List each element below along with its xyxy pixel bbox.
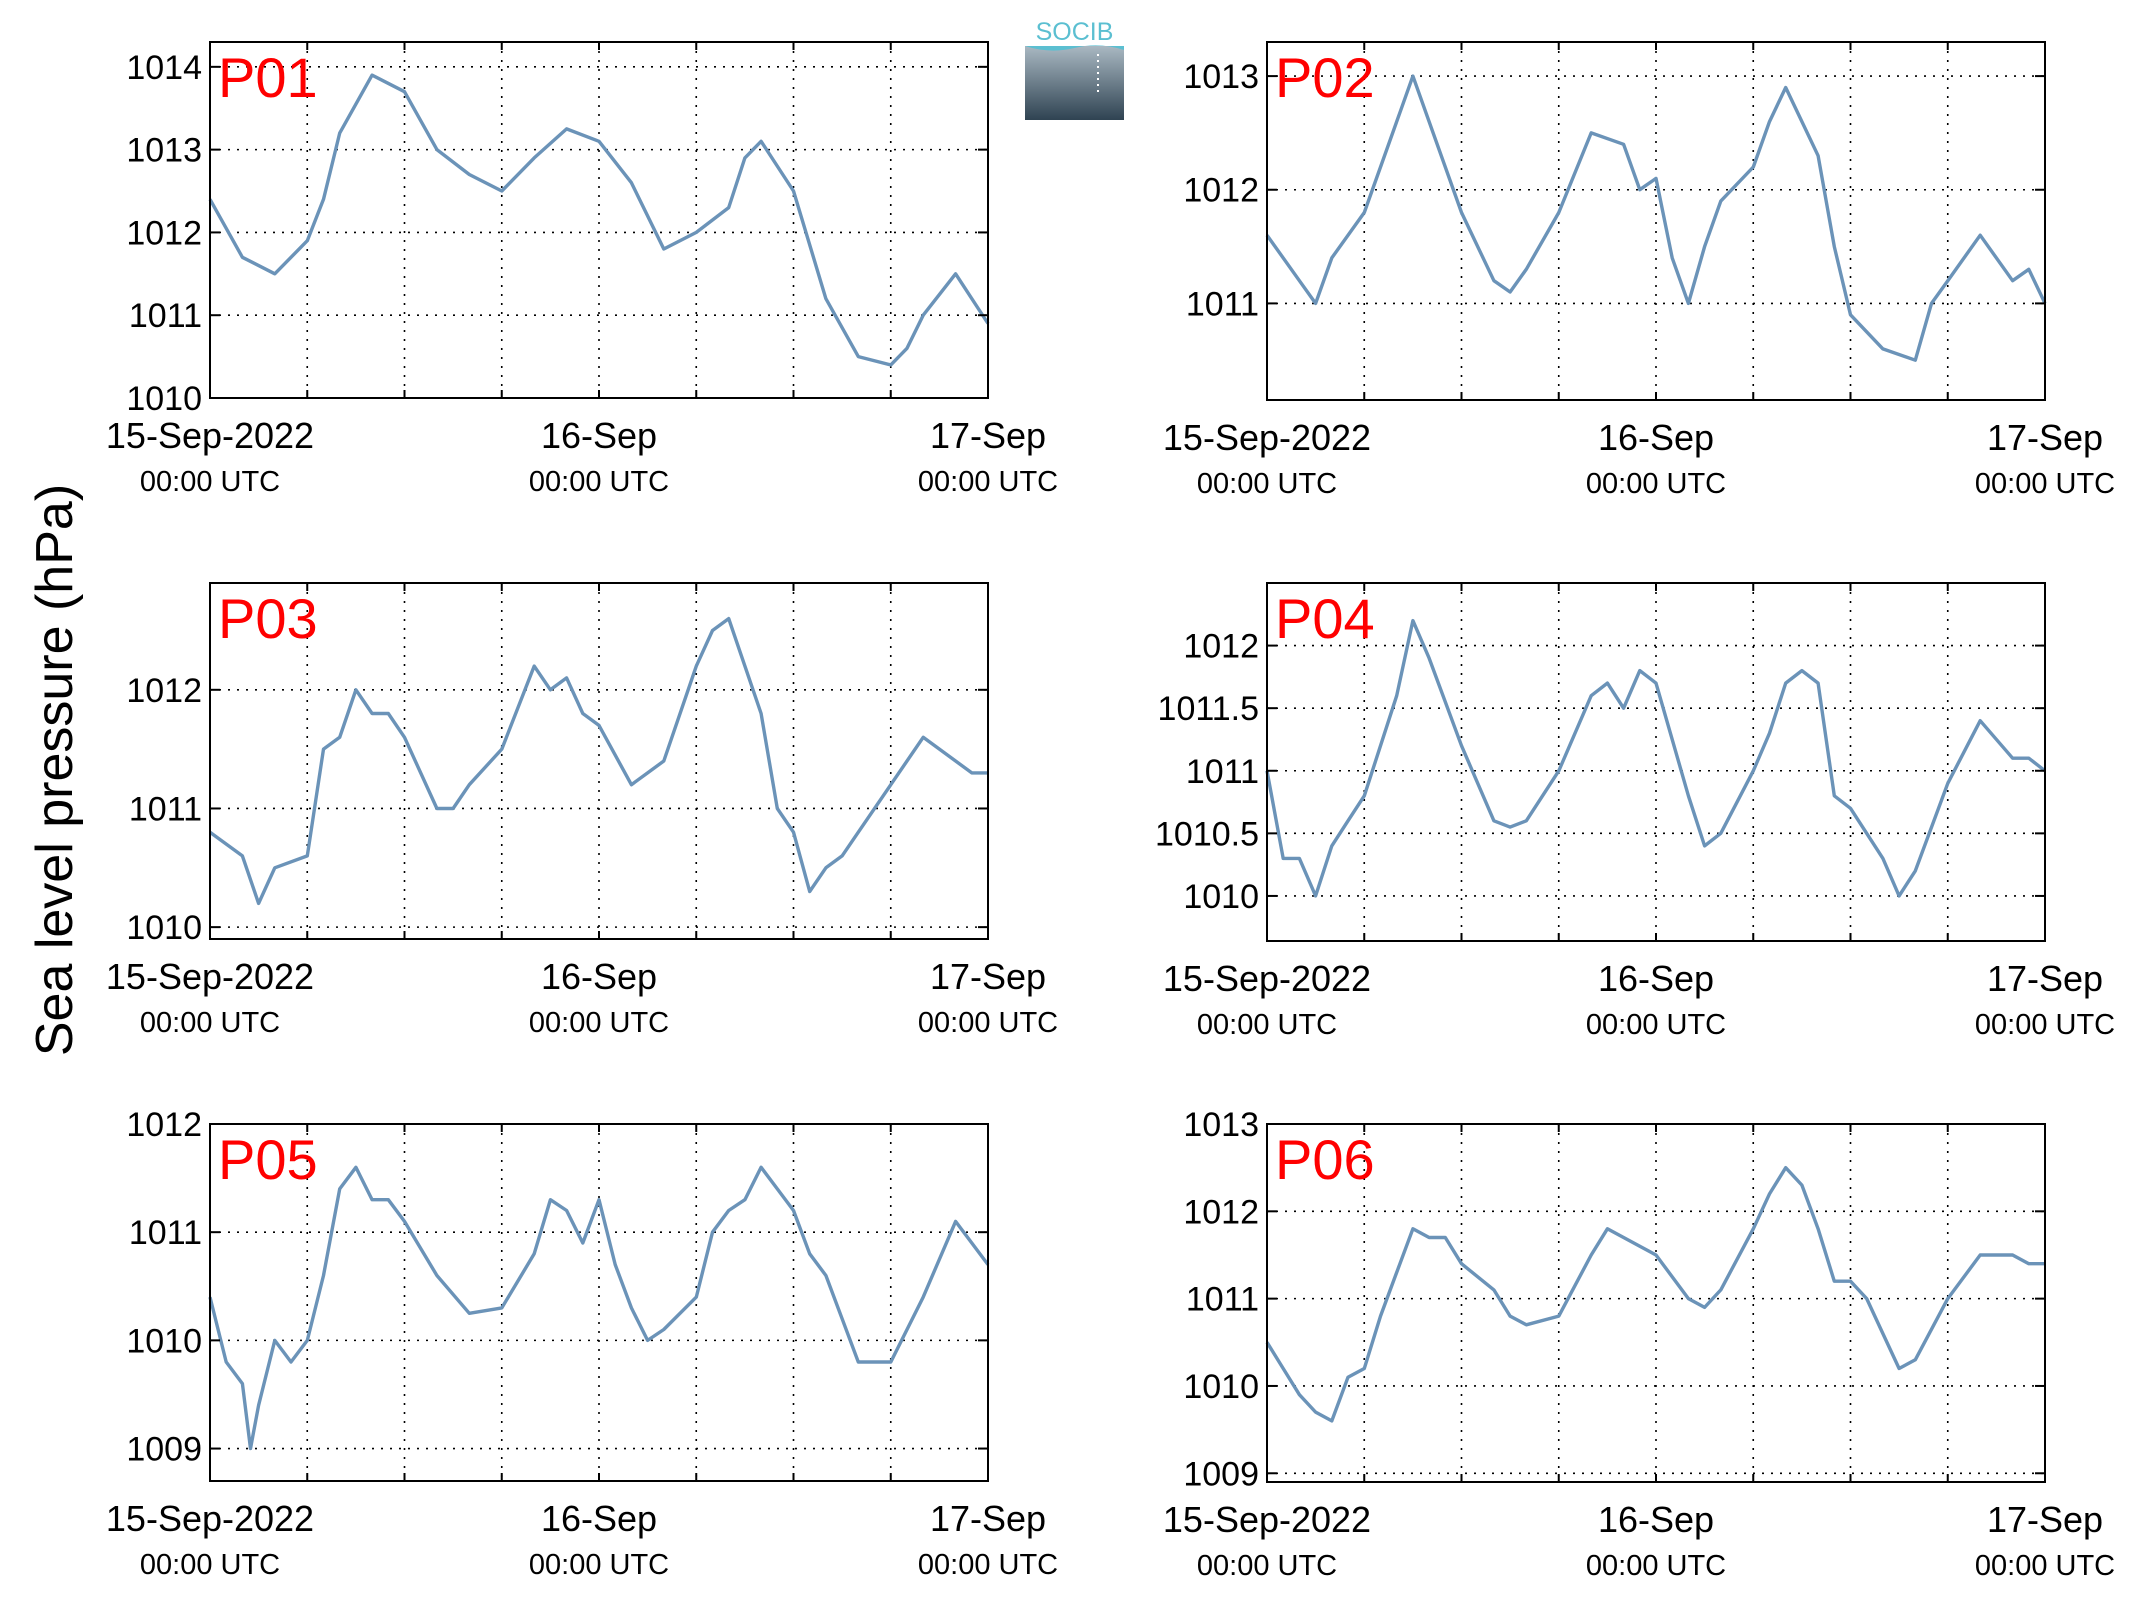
y-tick-label: 1009 [1183, 1455, 1259, 1493]
y-tick-label: 1010.5 [1155, 815, 1259, 853]
y-tick-label: 1009 [126, 1431, 202, 1469]
socib-logo-text: SOCIB [1036, 18, 1114, 46]
panel-title: P04 [1275, 587, 1375, 650]
x-tick-label: 16-Sep [1598, 1499, 1714, 1540]
y-tick-label: 1012 [1183, 172, 1259, 210]
y-tick-label: 1010 [126, 380, 202, 418]
series-line [1265, 1165, 2045, 1423]
panel-title: P01 [218, 46, 318, 109]
y-tick-label: 1012 [126, 1106, 202, 1144]
y-tick-label: 1010 [126, 909, 202, 947]
x-tick-sublabel: 00:00 UTC [1197, 1550, 1337, 1582]
x-tick-label: 16-Sep [541, 1498, 657, 1539]
y-tick-label: 1011 [129, 1214, 202, 1252]
series-line [1265, 74, 2047, 362]
y-tick-label: 1011 [1186, 1281, 1259, 1319]
y-tick-label: 1011 [1186, 285, 1259, 323]
x-tick-sublabel: 00:00 UTC [140, 1007, 280, 1039]
socib-logo: SOCIB [1025, 18, 1124, 120]
x-tick-label: 17-Sep [1987, 417, 2103, 458]
x-tick-label: 16-Sep [1598, 958, 1714, 999]
x-tick-label: 17-Sep [930, 1498, 1046, 1539]
y-tick-label: 1012 [1183, 1193, 1259, 1231]
y-tick-label: 1012 [1183, 628, 1259, 666]
x-tick-label: 15-Sep-2022 [1163, 958, 1371, 999]
y-tick-label: 1010 [1183, 878, 1259, 916]
series-line [208, 73, 990, 367]
x-tick-sublabel: 00:00 UTC [1197, 468, 1337, 500]
y-tick-label: 1012 [126, 214, 202, 252]
x-tick-label: 15-Sep-2022 [106, 1498, 314, 1539]
y-tick-label: 1014 [126, 49, 202, 87]
y-tick-label: 1013 [1183, 58, 1259, 96]
x-tick-label: 17-Sep [930, 415, 1046, 456]
y-tick-label: 1010 [126, 1322, 202, 1360]
x-tick-label: 17-Sep [1987, 958, 2103, 999]
axes-frame [209, 582, 989, 940]
x-tick-sublabel: 00:00 UTC [918, 1549, 1058, 1581]
panel-p05: 1009 1010 1011 1012 15-Sep-2022 00:00 UTC 16-S… [106, 1106, 1058, 1581]
x-tick-sublabel: 00:00 UTC [918, 1007, 1058, 1039]
panel-p02: 1011 1012 1013 15-Sep-2022 00:00 UTC 16-Sep 00… [1163, 41, 2115, 500]
x-tick-label: 17-Sep [1987, 1499, 2103, 1540]
axes-frame [209, 1123, 989, 1482]
y-tick-label: 1013 [1183, 1106, 1259, 1144]
panel-title: P06 [1275, 1128, 1375, 1191]
series-line [208, 616, 988, 906]
x-tick-sublabel: 00:00 UTC [1586, 468, 1726, 500]
x-tick-label: 16-Sep [1598, 417, 1714, 458]
y-tick-label: 1012 [126, 672, 202, 710]
x-tick-sublabel: 00:00 UTC [140, 1549, 280, 1581]
panel-title: P05 [218, 1128, 318, 1191]
panel-title: P03 [218, 587, 318, 650]
axes-frame [1266, 41, 2046, 401]
x-tick-label: 16-Sep [541, 956, 657, 997]
y-tick-label: 1011 [129, 790, 202, 828]
x-tick-label: 15-Sep-2022 [106, 956, 314, 997]
panel-title: P02 [1275, 46, 1375, 109]
axes-frame [1266, 582, 2046, 942]
panel-p06: 1009 1010 1011 1012 1013 15-Sep-2022 00:00 UTC… [1163, 1106, 2115, 1582]
x-tick-sublabel: 00:00 UTC [1586, 1550, 1726, 1582]
y-tick-label: 1011 [1186, 753, 1259, 791]
x-tick-label: 17-Sep [930, 956, 1046, 997]
panel-p01: 1010 1011 1012 1013 1014 15-Sep-2022 00:00 UTC… [106, 41, 1058, 498]
x-tick-sublabel: 00:00 UTC [1975, 1550, 2115, 1582]
series-line [208, 1165, 990, 1451]
x-tick-sublabel: 00:00 UTC [1197, 1009, 1337, 1041]
x-tick-sublabel: 00:00 UTC [918, 466, 1058, 498]
panel-p03: 1010 1011 1012 15-Sep-2022 00:00 UTC 16-Sep 00… [106, 582, 1058, 1039]
x-tick-sublabel: 00:00 UTC [529, 466, 669, 498]
series-line [1265, 618, 2047, 898]
y-tick-label: 1013 [126, 132, 202, 170]
y-tick-label: 1011 [129, 297, 202, 335]
panel-p04: 1010 1010.5 1011 1011.5 1012 15-Sep-2022 00:00… [1155, 582, 2115, 1041]
axes-frame [209, 41, 989, 399]
x-tick-sublabel: 00:00 UTC [1975, 468, 2115, 500]
y-tick-label: 1010 [1183, 1368, 1259, 1406]
x-tick-label: 15-Sep-2022 [1163, 1499, 1371, 1540]
x-tick-sublabel: 00:00 UTC [529, 1549, 669, 1581]
x-tick-label: 16-Sep [541, 415, 657, 456]
x-tick-label: 15-Sep-2022 [106, 415, 314, 456]
x-tick-label: 15-Sep-2022 [1163, 417, 1371, 458]
x-tick-sublabel: 00:00 UTC [1586, 1009, 1726, 1041]
x-tick-sublabel: 00:00 UTC [140, 466, 280, 498]
y-tick-label: 1011.5 [1158, 690, 1259, 728]
x-tick-sublabel: 00:00 UTC [529, 1007, 669, 1039]
x-tick-sublabel: 00:00 UTC [1975, 1009, 2115, 1041]
